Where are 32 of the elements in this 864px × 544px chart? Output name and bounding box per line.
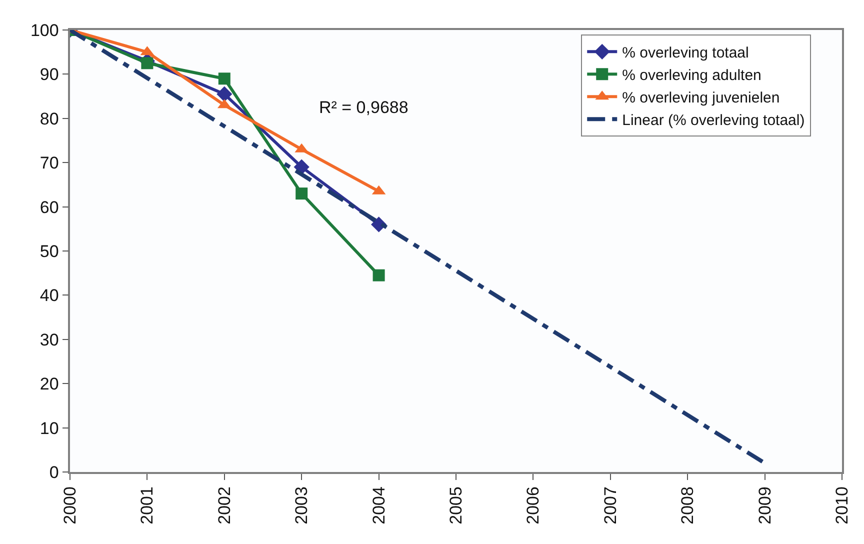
y-tick-label: 90 (40, 65, 59, 84)
legend-label: % overleving juvenielen (622, 90, 780, 107)
legend-label: % overleving adulten (622, 67, 762, 84)
x-tick-label: 2002 (214, 486, 234, 524)
y-tick-label: 80 (40, 109, 59, 128)
x-tick-label: 2001 (138, 486, 157, 524)
x-tick-label: 2009 (755, 486, 774, 524)
x-tick-label: 2000 (60, 486, 80, 524)
y-tick-label: 30 (40, 330, 59, 350)
y-tick-label: 100 (30, 20, 59, 40)
y-tick-label: 10 (40, 418, 59, 438)
x-tick-label: 2003 (292, 486, 312, 524)
x-tick-label: 2008 (678, 486, 698, 524)
point (218, 72, 230, 85)
point (296, 188, 308, 200)
point (372, 269, 385, 282)
x-tick-label: 2007 (600, 486, 620, 524)
point (216, 86, 232, 102)
x-tick-label: 2006 (524, 486, 543, 524)
y-tick-label: 50 (40, 242, 59, 261)
annotation: R² = 0,9688 (319, 98, 408, 117)
y-tick-label: 20 (40, 374, 59, 394)
x-tick-label: 2005 (446, 486, 466, 524)
y-tick-label: 0 (49, 462, 59, 482)
legend-label: % overleving totaal (622, 44, 749, 62)
y-tick-label: 40 (40, 286, 59, 306)
y-tick-label: 60 (40, 198, 59, 217)
point (141, 57, 154, 70)
x-tick-label: 2010 (832, 486, 852, 524)
legend-label: Linear (% overleving totaal) (622, 112, 805, 130)
y-tick-label: 70 (40, 154, 59, 173)
x-tick-label: 2004 (369, 486, 388, 524)
